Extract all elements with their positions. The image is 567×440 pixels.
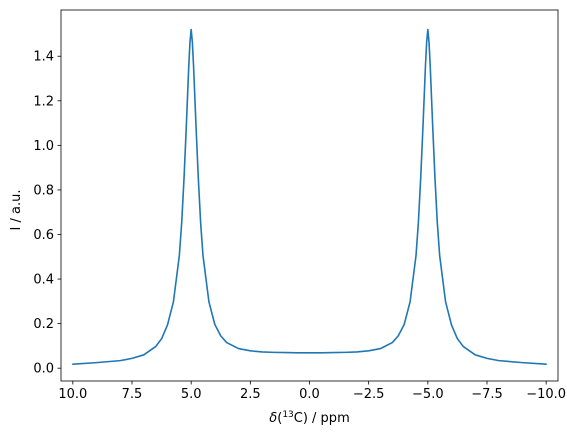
x-axis-label-close: ) / ppm — [303, 411, 350, 426]
y-tick-label-1: 0.2 — [33, 317, 54, 332]
x-tick-label-8: −10.0 — [526, 387, 566, 402]
y-tick-label-6: 1.2 — [33, 94, 54, 109]
x-axis-label-superscript: 13 — [282, 410, 293, 420]
x-tick-label-5: −2.5 — [353, 387, 385, 402]
series-line-0 — [72, 28, 547, 365]
plot-area — [60, 9, 559, 382]
x-tick-label-6: −5.0 — [412, 387, 444, 402]
x-axis-label-symbol: δ — [269, 411, 277, 426]
x-tick-label-7: −7.5 — [471, 387, 503, 402]
y-tick-label-7: 1.4 — [33, 50, 54, 65]
x-axis-ticks: 10.0 7.5 5.0 2.5 0.0 −2.5 −5.0 −7.5 −10.0 — [58, 381, 566, 402]
x-axis-label: δ(13C) / ppm — [269, 410, 349, 426]
y-tick-label-5: 1.0 — [33, 139, 54, 154]
x-axis-label-open: ( — [277, 411, 282, 426]
y-axis-ticks: 0.0 0.2 0.4 0.6 0.8 1.0 1.2 1.4 — [33, 50, 61, 377]
y-axis-label: I / a.u. — [9, 190, 24, 231]
y-tick-label-0: 0.0 — [33, 362, 54, 377]
x-tick-label-0: 10.0 — [58, 387, 87, 402]
x-axis-label-element: C — [294, 411, 303, 426]
y-tick-label-3: 0.6 — [33, 228, 54, 243]
x-tick-label-2: 5.0 — [181, 387, 202, 402]
x-tick-label-3: 2.5 — [240, 387, 261, 402]
x-tick-label-1: 7.5 — [122, 387, 143, 402]
x-tick-label-4: 0.0 — [299, 387, 320, 402]
axes-background — [61, 10, 558, 381]
y-tick-label-2: 0.4 — [33, 273, 54, 288]
y-tick-label-4: 0.8 — [33, 183, 54, 198]
